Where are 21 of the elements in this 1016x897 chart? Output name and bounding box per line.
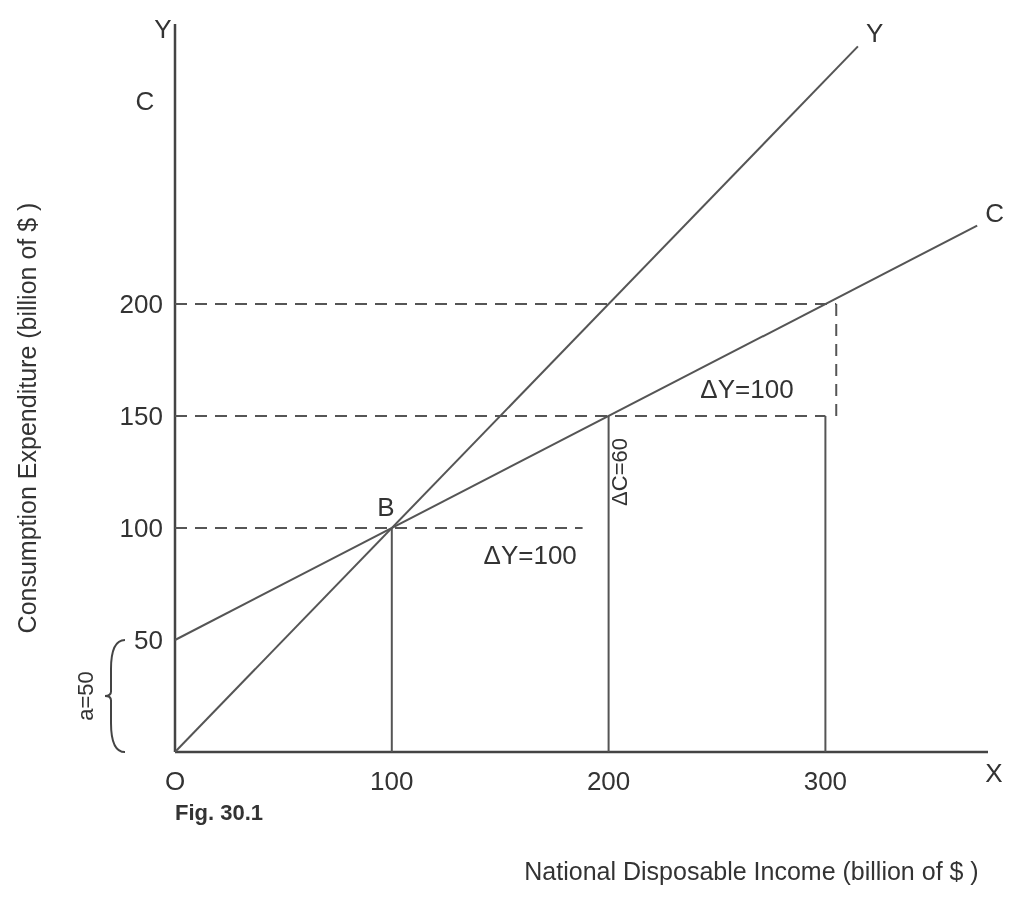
- text: a=50: [73, 671, 98, 721]
- text: X: [985, 758, 1003, 788]
- text: Y: [154, 14, 172, 44]
- y-axis-title: Consumption Expenditure (billion of $ ): [13, 202, 41, 634]
- annotation: ΔY=100: [483, 540, 577, 570]
- y-tick-label: 100: [119, 513, 163, 543]
- y-tick-label: 150: [119, 401, 163, 431]
- x-tick-label: 300: [803, 766, 848, 796]
- series-label: Y: [865, 18, 884, 49]
- annotation: ΔC=60: [606, 438, 632, 506]
- annotation: ΔY=100: [700, 374, 794, 404]
- annotation: B: [377, 492, 395, 522]
- y-tick-label: 50: [134, 625, 163, 655]
- y-tick-label: 200: [119, 289, 163, 319]
- series-label: C: [985, 197, 1004, 228]
- x-axis-title: National Disposable Income (billion of $ ): [524, 857, 979, 885]
- text: C: [135, 86, 155, 116]
- caption: Fig. 30.1: [175, 800, 264, 825]
- x-tick-label: 200: [586, 766, 631, 796]
- x-tick-label: O: [164, 766, 186, 796]
- x-tick-label: 100: [370, 766, 414, 796]
